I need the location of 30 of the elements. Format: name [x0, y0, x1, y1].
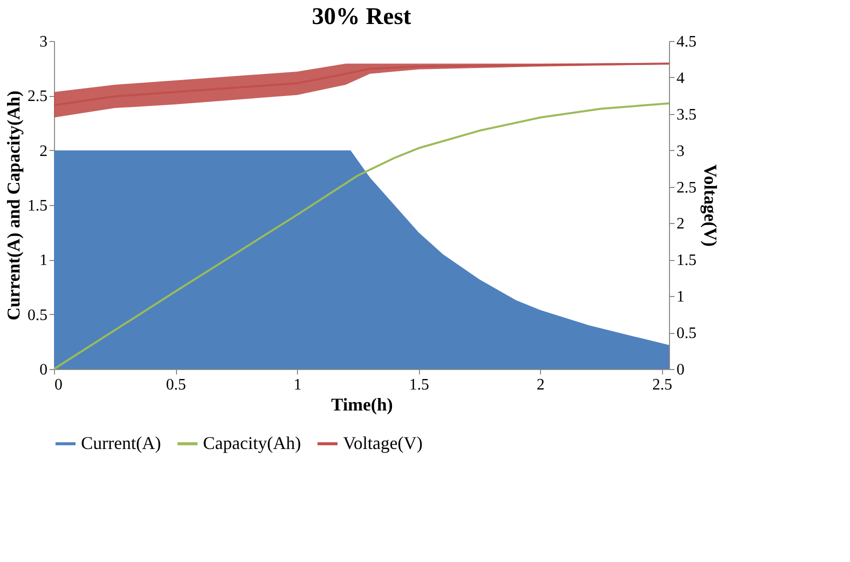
chart-title: 30% Rest [312, 4, 412, 30]
y2-tick-label: 1 [676, 288, 684, 306]
y2-tick-label: 4 [676, 70, 684, 87]
y-tick-label: 2.5 [28, 88, 48, 106]
legend-label: Capacity(Ah) [203, 432, 301, 453]
y-tick-label: 0 [40, 362, 48, 378]
y-tick-label: 1 [40, 252, 48, 270]
x-tick-label: 2.5 [652, 376, 672, 394]
y2-tick-label: 3.5 [676, 106, 696, 124]
y2-tick-label: 4.5 [676, 34, 696, 50]
y2-tick-label: 0.5 [676, 325, 696, 342]
y2-tick-label: 0 [676, 362, 684, 378]
y2-tick-label: 2.5 [676, 179, 696, 196]
y2-axis-title: Voltage(V) [700, 164, 720, 247]
y2-tick-label: 3 [676, 142, 684, 160]
y-axis-title: Current(A) and Capacity(Ah) [4, 90, 24, 320]
y-tick-label: 0.5 [28, 306, 48, 324]
x-axis-title: Time(h) [331, 394, 393, 414]
x-tick-label: 0.5 [166, 376, 186, 394]
y2-tick-label: 2 [676, 216, 684, 233]
legend-label: Voltage(V) [343, 432, 423, 453]
y-tick-label: 2 [40, 142, 48, 160]
x-tick-label: 1 [294, 376, 302, 394]
y-tick-label: 3 [40, 34, 48, 50]
legend-label: Current(A) [81, 432, 161, 453]
x-tick-label: 1.5 [409, 376, 430, 394]
y2-tick-label: 1.5 [676, 252, 696, 270]
y-tick-label: 1.5 [28, 198, 48, 214]
x-tick-label: 2 [536, 376, 545, 394]
x-tick-label: 0 [54, 376, 62, 394]
